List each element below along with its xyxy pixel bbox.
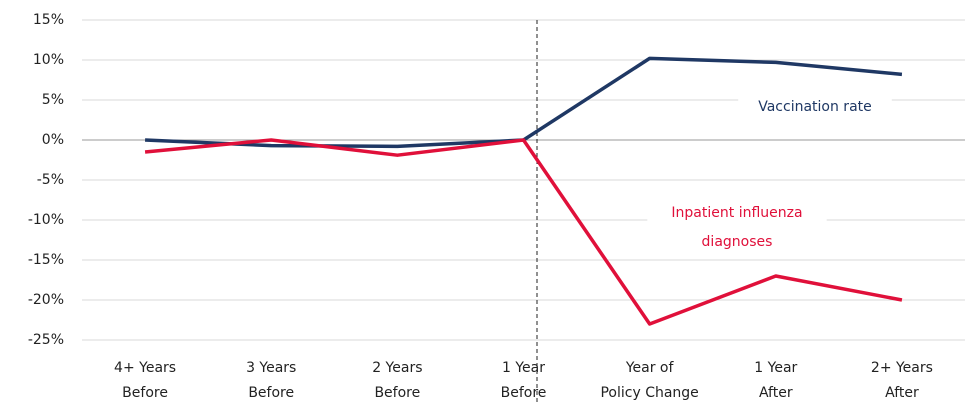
series-line — [144, 138, 903, 326]
series-label-line: diagnoses — [702, 234, 773, 250]
x-tick-label: 1 Year After — [754, 360, 797, 401]
x-tick-line: 3 Years — [246, 360, 296, 376]
x-tick-line: Policy Change — [600, 385, 698, 401]
x-tick-label: 2 Years Before — [372, 360, 422, 401]
series-label-line: Vaccination rate — [758, 99, 872, 115]
x-tick-line: After — [885, 385, 919, 401]
label-background — [647, 200, 827, 255]
x-tick-line: Before — [374, 385, 420, 401]
x-tick-line: 2+ Years — [871, 360, 933, 376]
y-tick-label: 5% — [42, 92, 64, 108]
y-tick-label: -15% — [28, 252, 64, 268]
x-tick-label: 4+ Years Before — [114, 360, 176, 401]
y-tick-label: 0% — [42, 132, 64, 148]
x-tick-line: 1 Year — [502, 360, 545, 376]
x-tick-line: Year of — [625, 360, 675, 376]
y-tick-label: -5% — [37, 172, 64, 188]
series-label-line: Inpatient influenza — [671, 205, 802, 221]
y-tick-label: 10% — [33, 52, 64, 68]
series-label: Inpatient influenza diagnoses — [671, 205, 802, 250]
x-tick-line: After — [759, 385, 793, 401]
x-tick-line: Before — [501, 385, 547, 401]
x-tick-line: 2 Years — [372, 360, 422, 376]
x-tick-label: 3 Years Before — [246, 360, 296, 401]
y-tick-label: -25% — [28, 332, 64, 348]
x-tick-line: 4+ Years — [114, 360, 176, 376]
y-tick-label: 15% — [33, 12, 64, 28]
x-tick-line: Before — [122, 385, 168, 401]
x-tick-line: 1 Year — [754, 360, 797, 376]
y-tick-label: -10% — [28, 212, 64, 228]
x-tick-label: Year of Policy Change — [600, 360, 698, 401]
series-label: Vaccination rate — [758, 99, 872, 115]
x-tick-label: 2+ Years After — [871, 360, 933, 401]
label-background — [738, 94, 892, 120]
y-tick-label: -20% — [28, 292, 64, 308]
x-tick-label: 1 Year Before — [501, 360, 547, 401]
x-tick-line: Before — [248, 385, 294, 401]
